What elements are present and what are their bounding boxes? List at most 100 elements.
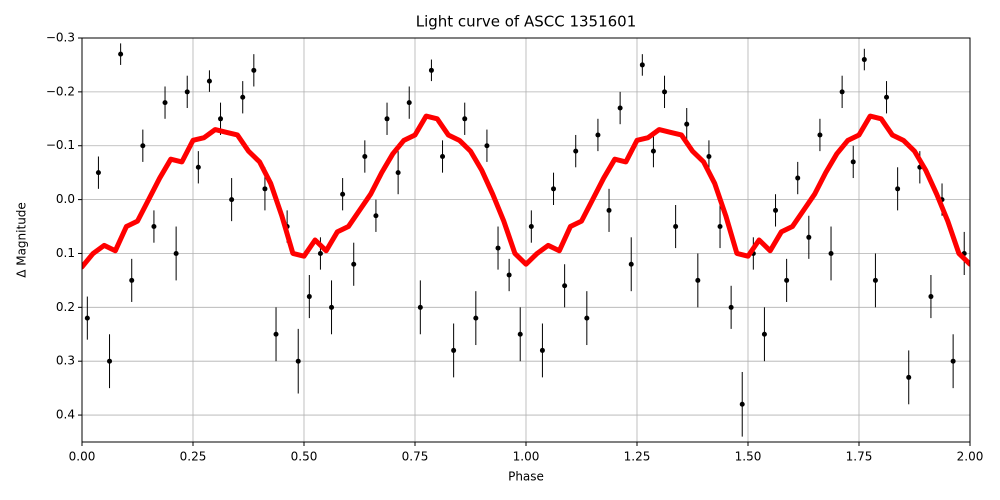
data-point <box>606 207 612 213</box>
x-axis-label: Phase <box>508 470 544 484</box>
data-point <box>551 186 557 192</box>
data-point <box>695 277 701 283</box>
data-point <box>850 159 856 165</box>
data-point <box>817 132 823 138</box>
data-point <box>662 89 668 95</box>
data-point <box>506 272 512 278</box>
data-point <box>684 121 690 127</box>
data-point <box>440 154 446 160</box>
data-point <box>184 89 190 95</box>
data-point <box>773 207 779 213</box>
data-point <box>206 78 212 84</box>
data-point <box>306 294 312 300</box>
data-point <box>806 234 812 240</box>
data-point <box>539 347 545 353</box>
x-tick-label: 1.00 <box>513 450 540 464</box>
data-point <box>573 148 579 154</box>
data-point <box>195 164 201 170</box>
data-point <box>140 143 146 149</box>
chart-title: Light curve of ASCC 1351601 <box>416 13 637 31</box>
data-point <box>229 197 235 203</box>
x-tick-label: 0.25 <box>180 450 207 464</box>
y-tick-label: 0.3 <box>56 354 75 368</box>
x-tick-label: 1.25 <box>624 450 651 464</box>
data-point <box>329 304 335 310</box>
data-point <box>650 148 656 154</box>
data-point <box>617 105 623 111</box>
data-point <box>495 245 501 251</box>
data-point <box>517 331 523 337</box>
y-tick-label: −0.2 <box>46 84 75 98</box>
data-point <box>384 116 390 122</box>
data-point <box>839 89 845 95</box>
data-point <box>884 94 890 100</box>
data-point <box>340 191 346 197</box>
data-point <box>706 154 712 160</box>
x-tick-label: 0.50 <box>291 450 318 464</box>
data-point <box>406 100 412 106</box>
data-point <box>173 250 179 256</box>
data-point <box>639 62 645 68</box>
axes-frame <box>81 37 971 443</box>
x-tick-label: 1.50 <box>735 450 762 464</box>
data-point <box>950 358 956 364</box>
data-point <box>451 347 457 353</box>
data-point <box>895 186 901 192</box>
data-point <box>129 277 135 283</box>
data-point <box>240 94 246 100</box>
data-point <box>595 132 601 138</box>
data-point <box>295 358 301 364</box>
x-tick-label: 0.75 <box>402 450 429 464</box>
trend-line <box>82 113 970 270</box>
data-point <box>872 277 878 283</box>
x-tick-label: 1.75 <box>846 450 873 464</box>
y-tick-label: 0.1 <box>56 246 75 260</box>
data-point <box>262 186 268 192</box>
data-point <box>373 213 379 219</box>
data-point <box>417 304 423 310</box>
data-point <box>362 154 368 160</box>
data-point <box>673 224 679 230</box>
data-point <box>562 283 568 289</box>
x-tick-label: 2.00 <box>957 450 984 464</box>
data-point <box>317 250 323 256</box>
data-point <box>828 250 834 256</box>
data-point <box>273 331 279 337</box>
y-tick-label: 0.2 <box>56 300 75 314</box>
x-tick-label: 0.00 <box>69 450 96 464</box>
y-tick-label: −0.1 <box>46 138 75 152</box>
data-point <box>528 224 534 230</box>
data-point <box>118 51 124 57</box>
data-point <box>584 315 590 321</box>
data-point <box>739 401 745 407</box>
data-point <box>861 57 867 63</box>
data-point <box>395 170 401 176</box>
data-point <box>84 315 90 321</box>
data-point <box>351 261 357 267</box>
data-point <box>218 116 224 122</box>
grid <box>81 37 971 442</box>
y-tick-label: −0.3 <box>46 31 75 45</box>
data-point <box>162 100 168 106</box>
data-point <box>717 224 723 230</box>
data-point <box>151 224 157 230</box>
data-point <box>95 170 101 176</box>
data-point <box>928 294 934 300</box>
data-point <box>428 67 434 73</box>
data-point <box>728 304 734 310</box>
data-point <box>484 143 490 149</box>
y-tick-label: 0.4 <box>56 408 75 422</box>
data-point <box>107 358 113 364</box>
data-point <box>462 116 468 122</box>
y-tick-label: 0.0 <box>56 192 75 206</box>
data-point <box>761 331 767 337</box>
plot-area <box>82 43 970 437</box>
data-point <box>473 315 479 321</box>
data-point <box>251 67 257 73</box>
data-point <box>628 261 634 267</box>
data-point <box>795 175 801 181</box>
data-point <box>906 374 912 380</box>
y-axis-label: Δ Magnitude <box>15 202 29 278</box>
data-point <box>784 277 790 283</box>
